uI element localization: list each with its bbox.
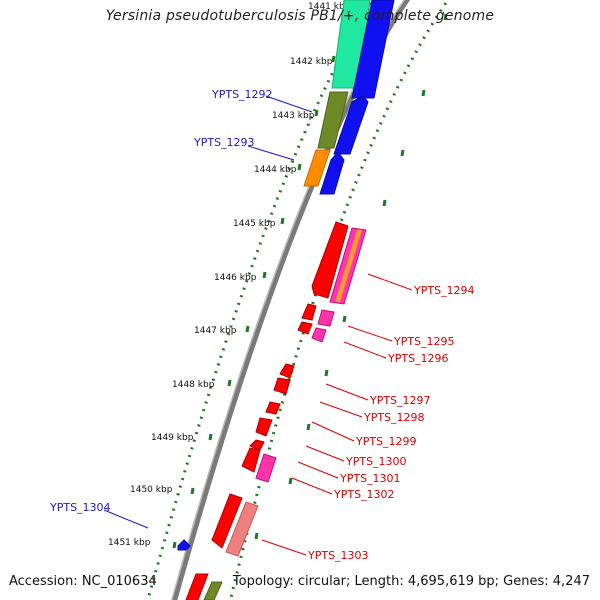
gene-block-blue-3[interactable] <box>319 151 345 195</box>
kbp-label: 1444 kbp <box>254 165 297 175</box>
gene-label[interactable]: YPTS_1304 <box>49 501 111 514</box>
gene-block-blue-1[interactable] <box>351 0 395 99</box>
kbp-label: 1450 kbp <box>130 485 173 495</box>
gene-block-1303[interactable] <box>211 493 243 549</box>
gene-block-red-bottom-1[interactable] <box>185 573 209 600</box>
gene-block-1294[interactable] <box>311 221 349 299</box>
gene-label[interactable]: YPTS_1295 <box>393 335 455 348</box>
kbp-label: 1441 kbp <box>308 2 351 12</box>
gene-block-1295-red[interactable] <box>301 303 317 321</box>
kbp-label: 1447 kbp <box>194 326 237 336</box>
gene-label[interactable]: YPTS_1301 <box>339 472 401 485</box>
gene-block-1303-pale[interactable] <box>225 501 259 557</box>
left-leader-lines <box>103 95 313 529</box>
gene-block-1301-big[interactable] <box>241 447 261 473</box>
kbp-label: 1451 kbp <box>108 538 151 548</box>
gene-label[interactable]: YPTS_1292 <box>211 88 273 101</box>
gene-label[interactable]: YPTS_1296 <box>387 352 449 365</box>
gene-block-orange[interactable] <box>303 149 331 187</box>
kbp-label: 1443 kbp <box>272 111 315 121</box>
right-leader-lines <box>261 273 413 556</box>
left-gene-labels: YPTS_1292 YPTS_1293 YPTS_1304 <box>49 88 273 514</box>
kbp-label: 1448 kbp <box>172 380 215 390</box>
gene-block-1296-red[interactable] <box>297 321 313 335</box>
gene-block-1297[interactable] <box>279 363 295 379</box>
kbp-label: 1442 kbp <box>290 57 333 67</box>
topology-text: Topology: circular; Length: 4,695,619 bp… <box>232 574 590 589</box>
accession-text: Accession: NC_010634 <box>9 574 157 589</box>
gene-block-1298[interactable] <box>273 377 291 395</box>
gene-label[interactable]: YPTS_1300 <box>345 455 407 468</box>
gene-block-blue-small[interactable] <box>177 539 191 551</box>
gene-block-1300[interactable] <box>255 417 273 437</box>
gene-block-1296[interactable] <box>311 327 327 343</box>
gene-block-olive[interactable] <box>317 91 349 149</box>
inner-tick-ring <box>228 0 450 600</box>
gene-block-blue-2[interactable] <box>333 95 369 155</box>
inner-major-ticks <box>254 13 448 540</box>
gene-label[interactable]: YPTS_1293 <box>193 136 255 149</box>
minus-strand-features <box>211 221 367 557</box>
gene-label[interactable]: YPTS_1298 <box>363 411 425 424</box>
gene-label[interactable]: YPTS_1294 <box>413 284 475 297</box>
genome-title: Yersinia pseudotuberculosis PB1/+, compl… <box>105 8 495 24</box>
plus-strand-features <box>177 0 395 600</box>
gene-block-1299[interactable] <box>265 401 281 415</box>
gene-block-olive-bottom[interactable] <box>203 581 223 600</box>
genome-backbone <box>172 0 411 600</box>
gene-block-1295[interactable] <box>317 309 335 327</box>
outer-tick-ring <box>146 0 376 600</box>
kbp-label: 1449 kbp <box>151 433 194 443</box>
kbp-label: 1445 kbp <box>233 219 276 229</box>
gene-block-1294-orange-strip[interactable] <box>335 230 362 302</box>
gene-label[interactable]: YPTS_1299 <box>355 435 417 448</box>
gene-label[interactable]: YPTS_1303 <box>307 549 369 562</box>
right-gene-labels: YPTS_1294 YPTS_1295 YPTS_1296 YPTS_1297 … <box>307 284 475 562</box>
gene-label[interactable]: YPTS_1302 <box>333 488 395 501</box>
gene-block-1302[interactable] <box>255 453 277 483</box>
gene-label[interactable]: YPTS_1297 <box>369 394 431 407</box>
kbp-labels: 1441 kbp 1442 kbp 1443 kbp 1444 kbp 1445… <box>108 2 351 548</box>
kbp-label: 1446 kbp <box>214 273 257 283</box>
